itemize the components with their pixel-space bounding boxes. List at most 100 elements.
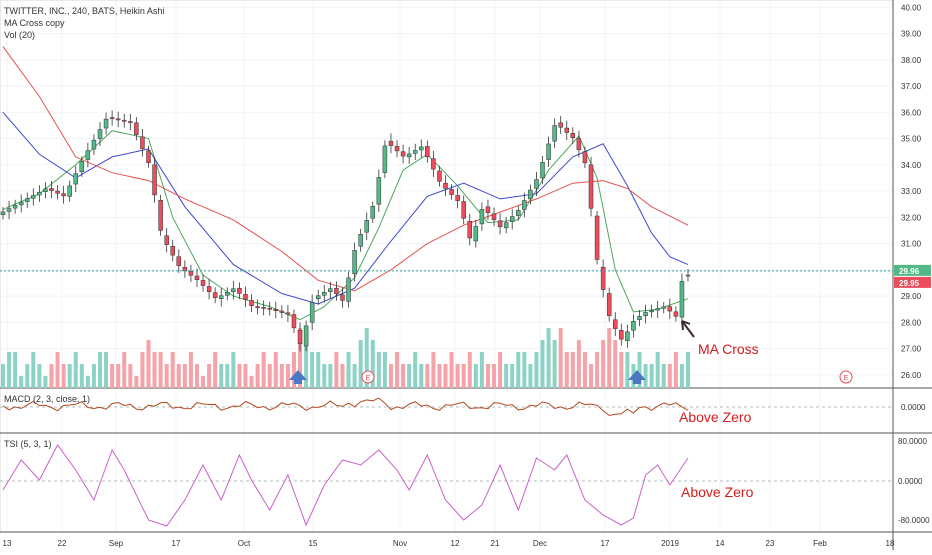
volume-bar bbox=[237, 364, 242, 388]
candle-body bbox=[491, 213, 497, 221]
volume-bar bbox=[219, 364, 224, 388]
volume-bar bbox=[376, 352, 381, 388]
volume-bar bbox=[49, 364, 54, 388]
candle-body bbox=[679, 281, 685, 318]
price-tick-label: 38.00 bbox=[901, 56, 922, 65]
candle-body bbox=[437, 170, 442, 182]
volume-bar bbox=[170, 352, 175, 388]
candle-body bbox=[297, 329, 303, 344]
candle-body bbox=[121, 119, 127, 122]
volume-bar bbox=[673, 352, 678, 388]
volume-bar bbox=[425, 364, 430, 388]
volume-bar bbox=[1, 364, 5, 388]
volume-bar bbox=[413, 352, 418, 388]
up-arrow-icon bbox=[289, 370, 307, 384]
candle-body bbox=[643, 312, 648, 317]
time-tick-label: Sep bbox=[109, 539, 124, 548]
candle-body bbox=[24, 198, 30, 202]
volume-bar bbox=[134, 376, 139, 388]
price-tick-label: 28.00 bbox=[901, 318, 922, 327]
volume-bar bbox=[91, 364, 96, 388]
volume-bar bbox=[395, 352, 400, 388]
price-tick-label: 39.00 bbox=[901, 30, 922, 39]
volume-bar bbox=[279, 364, 284, 388]
candle-body bbox=[200, 280, 206, 286]
time-tick-label: 18 bbox=[886, 539, 895, 548]
prev-price-badge bbox=[894, 276, 931, 288]
tsi-tick-label: 80.0000 bbox=[898, 437, 927, 446]
volume-bar bbox=[61, 364, 66, 388]
volume-bar bbox=[449, 352, 454, 388]
volume-bar bbox=[67, 364, 72, 388]
moving-average-slow bbox=[2, 46, 689, 292]
time-tick-label: 17 bbox=[172, 539, 181, 548]
volume-bar bbox=[37, 364, 42, 388]
volume-bar bbox=[510, 364, 515, 388]
candle-body bbox=[631, 321, 636, 331]
volume-bar bbox=[619, 352, 624, 388]
price-tick-label: 32.00 bbox=[901, 213, 922, 222]
tsi-tick-label: 0.0000 bbox=[898, 477, 923, 486]
candle-body bbox=[340, 294, 345, 301]
volume-bar bbox=[104, 352, 109, 388]
candle-body bbox=[667, 306, 673, 312]
candle-body bbox=[619, 329, 624, 340]
candle-body bbox=[37, 191, 42, 196]
volume-bar bbox=[182, 364, 187, 388]
macd-label: MACD (2, 3, close, 1) bbox=[4, 394, 91, 404]
candle-body bbox=[497, 220, 503, 228]
volume-bar bbox=[455, 364, 460, 388]
candle-body bbox=[364, 220, 369, 233]
volume-bar bbox=[467, 352, 472, 388]
candle-body bbox=[522, 200, 527, 210]
volume-bar bbox=[388, 364, 393, 388]
volume-bar bbox=[431, 352, 436, 388]
candle-body bbox=[279, 310, 285, 313]
study-ma-label: MA Cross copy bbox=[4, 18, 65, 28]
time-tick-label: Feb bbox=[813, 539, 827, 548]
candle-body bbox=[249, 300, 254, 306]
volume-bar bbox=[516, 352, 521, 388]
tsi-tick-label: -80.0000 bbox=[898, 516, 930, 525]
volume-bar bbox=[213, 352, 218, 388]
candle-body bbox=[164, 235, 169, 245]
volume-bar bbox=[613, 340, 618, 388]
time-tick-label: 23 bbox=[766, 539, 775, 548]
candle-body bbox=[0, 211, 6, 215]
time-tick-label: 12 bbox=[451, 539, 460, 548]
candle-body bbox=[352, 250, 357, 275]
ma-cross-arrow-icon bbox=[681, 320, 695, 338]
volume-bar bbox=[243, 364, 248, 388]
candle-body bbox=[206, 286, 212, 292]
volume-bar bbox=[504, 364, 509, 388]
candle-body bbox=[431, 158, 436, 170]
candle-body bbox=[558, 122, 563, 128]
volume-bar bbox=[358, 340, 363, 388]
candle-body bbox=[170, 245, 175, 256]
candle-body bbox=[6, 208, 12, 212]
macd-line bbox=[2, 397, 689, 416]
volume-bar bbox=[485, 364, 490, 388]
up-arrow-icon bbox=[628, 370, 646, 384]
price-tick-label: 29.00 bbox=[901, 292, 922, 301]
candle-body bbox=[115, 118, 121, 121]
candle-body bbox=[685, 274, 691, 277]
ma-cross-annotation: MA Cross bbox=[698, 341, 759, 357]
tsi-label: TSI (5, 3, 1) bbox=[4, 439, 52, 449]
candle-body bbox=[315, 295, 321, 299]
volume-bar bbox=[625, 352, 630, 388]
volume-bar bbox=[546, 328, 551, 388]
volume-bar bbox=[437, 364, 442, 388]
volume-bar bbox=[522, 352, 527, 388]
candle-body bbox=[606, 293, 612, 317]
price-tick-label: 31.00 bbox=[901, 240, 922, 249]
volume-bar bbox=[552, 340, 557, 388]
price-tick-label: 27.00 bbox=[901, 345, 922, 354]
moving-average-fast bbox=[2, 130, 689, 321]
candle-body bbox=[188, 271, 194, 276]
price-tick-label: 26.00 bbox=[901, 371, 922, 380]
volume-bar bbox=[304, 340, 309, 388]
symbol-title: TWITTER, INC., 240, BATS, Heikin Ashi bbox=[4, 6, 165, 16]
earnings-badge bbox=[361, 370, 375, 384]
